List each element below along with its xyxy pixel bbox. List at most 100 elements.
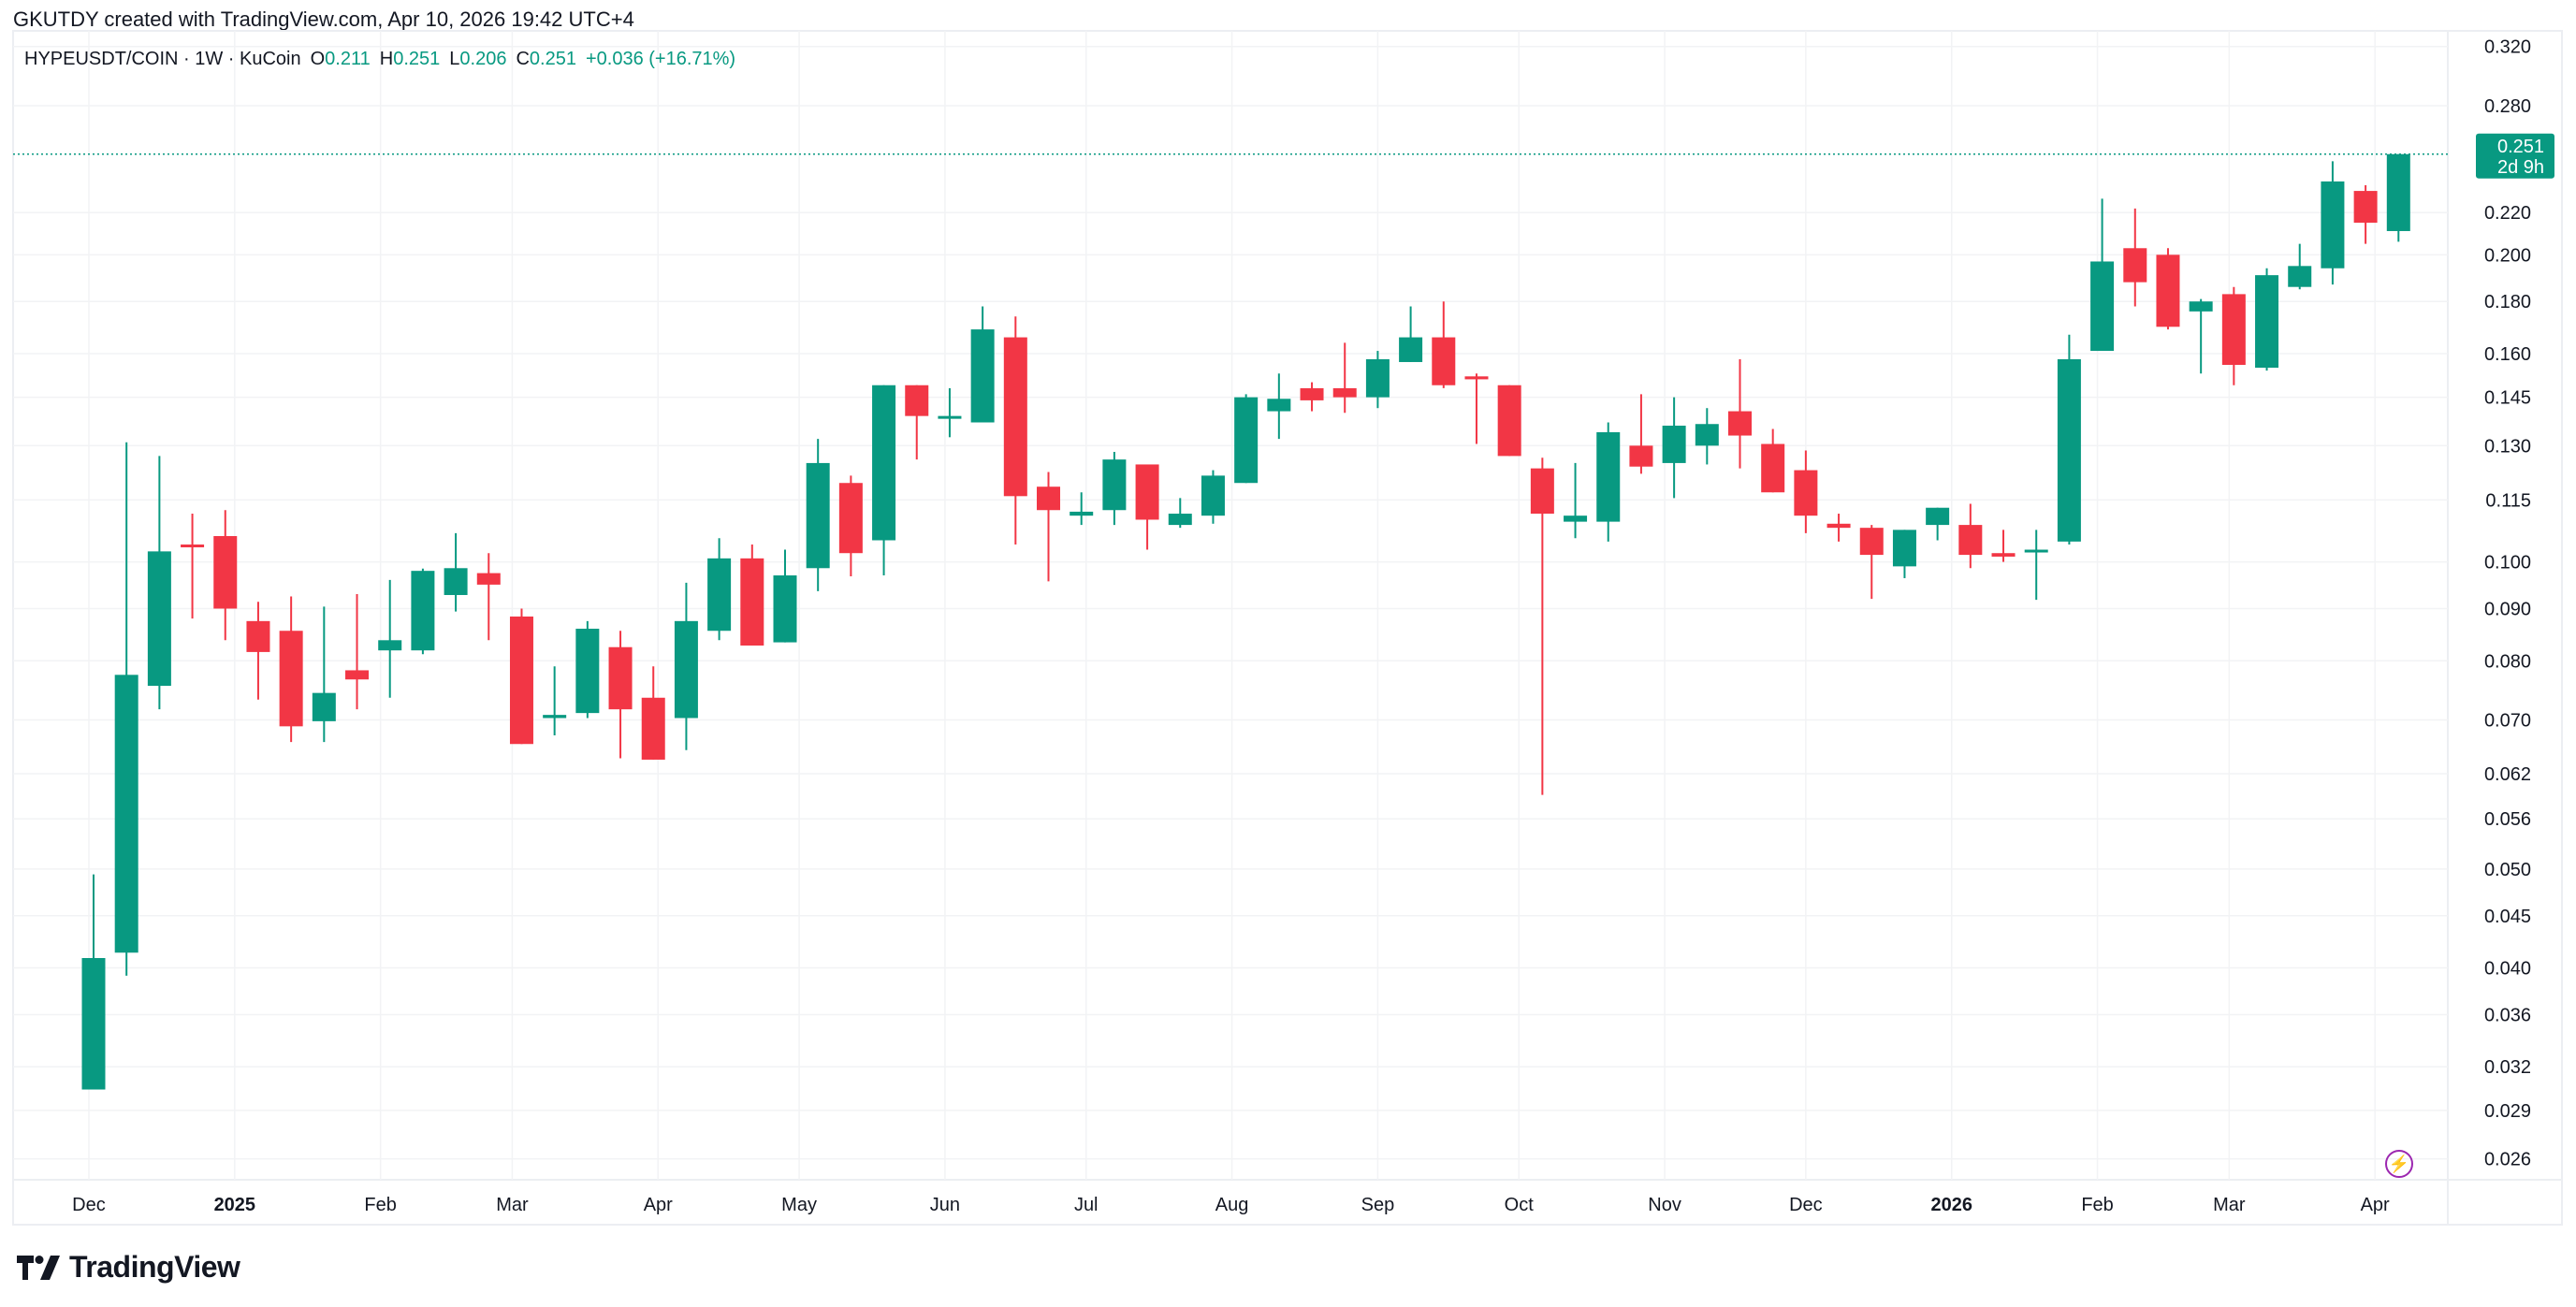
time-tick-label: Jul <box>1074 1195 1099 1215</box>
time-tick-label: Feb <box>2081 1195 2113 1215</box>
candle-down <box>1037 472 1061 582</box>
candle-up <box>1596 422 1621 542</box>
candle-up <box>1201 470 1225 524</box>
candle-body <box>575 629 600 714</box>
candle-body <box>2123 248 2147 283</box>
time-axis[interactable]: Dec 2025 Feb Mar Apr May Jun Jul Aug Sep Oct Nov Dec… <box>72 1195 2390 1215</box>
price-tick-label: 0.130 <box>2484 436 2531 457</box>
candle-body <box>1234 397 1259 484</box>
last-price-badge: 0.251 2d 9h <box>2476 133 2554 179</box>
candle-body <box>773 575 797 643</box>
candle-down <box>345 593 370 710</box>
candle-down <box>181 514 205 619</box>
time-tick-label: 2025 <box>214 1195 256 1215</box>
candle-body <box>1892 530 1916 567</box>
candle-down <box>1003 316 1027 545</box>
candle-body <box>246 620 270 652</box>
price-axis[interactable]: 0.320 0.280 0.220 0.200 0.180 0.160 0.145 0.130… <box>2484 37 2531 1170</box>
price-tick-label: 0.026 <box>2484 1150 2531 1170</box>
candle-body <box>345 670 370 680</box>
candle-up <box>378 579 402 698</box>
candle-up <box>411 568 435 655</box>
candle-down <box>608 631 633 759</box>
candle-up <box>674 582 698 750</box>
price-tick-label: 0.040 <box>2484 959 2531 980</box>
candle-up <box>1662 397 1686 499</box>
candle-up <box>543 666 567 736</box>
candle-up <box>2024 530 2048 601</box>
time-tick-label: Sep <box>1361 1195 1395 1215</box>
candle-down <box>1530 457 1554 795</box>
candle-down <box>1332 342 1357 414</box>
candle-up <box>1267 373 1291 440</box>
tradingview-logo[interactable]: TradingView <box>17 1250 240 1285</box>
candle-body <box>806 462 830 569</box>
close-label: C <box>516 49 530 69</box>
candle-body <box>1168 514 1192 526</box>
price-tick-label: 0.145 <box>2484 388 2531 409</box>
price-tick-label: 0.220 <box>2484 203 2531 224</box>
candle-body <box>1464 376 1489 380</box>
candle-up <box>1365 351 1390 409</box>
candle-down <box>1794 450 1818 533</box>
candle-up <box>1892 530 1916 578</box>
candle-up <box>1234 394 1259 484</box>
candle-up <box>938 387 962 438</box>
candle-body <box>1958 525 1983 556</box>
tradingview-logo-icon <box>17 1255 60 1280</box>
candle-body <box>1859 528 1884 556</box>
candle-down <box>641 666 665 760</box>
candle-body <box>707 558 732 632</box>
candle-down <box>1135 464 1159 550</box>
candle-up <box>872 385 896 576</box>
price-tick-label: 0.200 <box>2484 245 2531 266</box>
candle-up <box>2386 153 2410 242</box>
candle-body <box>1201 475 1225 516</box>
grid-lines <box>13 31 2562 1225</box>
candle-down <box>1629 394 1653 474</box>
candle-up <box>147 456 171 710</box>
candle-body <box>1728 411 1752 436</box>
candle-down <box>509 608 533 745</box>
candle-body <box>509 616 533 745</box>
candle-down <box>279 596 303 743</box>
candle-body <box>2189 301 2213 312</box>
candle-body <box>970 329 995 423</box>
candle-down <box>1991 530 2016 562</box>
candle-up <box>312 606 336 743</box>
candle-body <box>181 545 205 548</box>
time-tick-label: Oct <box>1505 1195 1535 1215</box>
candle-body <box>1070 511 1094 516</box>
candle-up <box>2057 334 2081 545</box>
candle-body <box>740 558 764 646</box>
lightning-icon[interactable]: ⚡ <box>2385 1150 2413 1178</box>
candle-body <box>2288 266 2312 287</box>
time-tick-label: Jun <box>930 1195 960 1215</box>
time-tick-label: Mar <box>496 1195 529 1215</box>
candle-body <box>81 958 106 1090</box>
price-tick-label: 0.070 <box>2484 711 2531 732</box>
candle-up <box>1695 408 1719 465</box>
close-value: 0.251 <box>529 49 576 69</box>
low-value: 0.206 <box>459 49 507 69</box>
open-label: O <box>310 49 326 69</box>
candle-up <box>707 538 732 641</box>
candle-body <box>1695 424 1719 446</box>
candle-down <box>1432 301 1456 388</box>
candle-body <box>1794 470 1818 516</box>
symbol-info[interactable]: HYPEUSDT/COIN · 1W · KuCoin <box>24 49 301 69</box>
low-label: L <box>449 49 460 69</box>
candle-body <box>1530 468 1554 515</box>
bar-countdown: 2d 9h <box>2497 157 2544 178</box>
high-label: H <box>379 49 394 69</box>
candle-body <box>608 646 633 710</box>
candle-body <box>543 715 567 719</box>
change-value: +0.036 (+16.71%) <box>585 49 736 69</box>
price-tick-label: 0.032 <box>2484 1057 2531 1078</box>
price-tick-label: 0.280 <box>2484 96 2531 117</box>
candle-up <box>2255 268 2279 371</box>
candle-down <box>2353 184 2378 244</box>
price-tick-label: 0.115 <box>2485 490 2531 511</box>
candle-body <box>2057 358 2081 542</box>
